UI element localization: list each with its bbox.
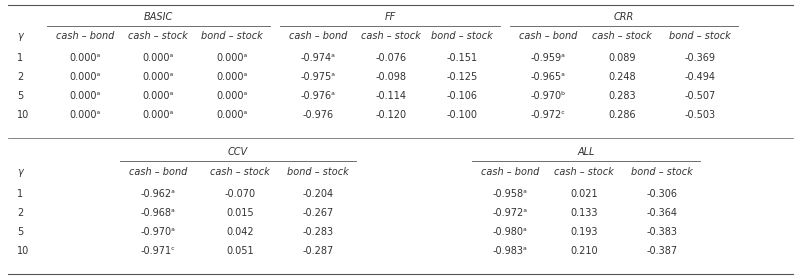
Text: cash – stock: cash – stock [592,31,652,41]
Text: cash – stock: cash – stock [554,167,614,177]
Text: -0.364: -0.364 [646,208,678,218]
Text: -0.306: -0.306 [646,189,678,199]
Text: 0.133: 0.133 [570,208,598,218]
Text: 0.089: 0.089 [608,53,636,63]
Text: -0.204: -0.204 [303,189,333,199]
Text: -0.070: -0.070 [224,189,256,199]
Text: -0.369: -0.369 [685,53,715,63]
Text: -0.975ᵃ: -0.975ᵃ [300,72,336,82]
Text: 0.051: 0.051 [226,246,254,256]
Text: 0.000ᵃ: 0.000ᵃ [216,72,248,82]
Text: -0.968ᵃ: -0.968ᵃ [141,208,175,218]
Text: cash – bond: cash – bond [129,167,187,177]
Text: -0.507: -0.507 [684,91,715,101]
Text: -0.106: -0.106 [446,91,477,101]
Text: 0.000ᵃ: 0.000ᵃ [216,110,248,120]
Text: 0.210: 0.210 [570,246,598,256]
Text: -0.125: -0.125 [446,72,477,82]
Text: -0.287: -0.287 [302,246,334,256]
Text: -0.267: -0.267 [302,208,334,218]
Text: 0.000ᵃ: 0.000ᵃ [70,110,101,120]
Text: cash – bond: cash – bond [56,31,115,41]
Text: -0.120: -0.120 [376,110,407,120]
Text: 0.000ᵃ: 0.000ᵃ [143,110,174,120]
Text: CRR: CRR [614,12,634,22]
Text: 2: 2 [17,208,23,218]
Text: bond – stock: bond – stock [631,167,693,177]
Text: 5: 5 [17,91,23,101]
Text: 10: 10 [17,246,30,256]
Text: -0.971ᶜ: -0.971ᶜ [141,246,175,256]
Text: cash – bond: cash – bond [519,31,578,41]
Text: 0.042: 0.042 [226,227,254,237]
Text: 1: 1 [17,53,23,63]
Text: -0.100: -0.100 [446,110,477,120]
Text: 0.283: 0.283 [608,91,636,101]
Text: 0.021: 0.021 [570,189,598,199]
Text: γ: γ [17,31,22,41]
Text: 0.015: 0.015 [226,208,254,218]
Text: CCV: CCV [228,147,248,157]
Text: ALL: ALL [578,147,594,157]
Text: -0.098: -0.098 [376,72,406,82]
Text: 0.286: 0.286 [608,110,636,120]
Text: bond – stock: bond – stock [201,31,263,41]
Text: 0.000ᵃ: 0.000ᵃ [143,91,174,101]
Text: cash – stock: cash – stock [210,167,270,177]
Text: -0.494: -0.494 [685,72,715,82]
Text: -0.076: -0.076 [376,53,407,63]
Text: -0.980ᵃ: -0.980ᵃ [493,227,527,237]
Text: BASIC: BASIC [144,12,173,22]
Text: 0.000ᵃ: 0.000ᵃ [70,91,101,101]
Text: 0.000ᵃ: 0.000ᵃ [216,91,248,101]
Text: -0.383: -0.383 [646,227,678,237]
Text: -0.972ᶜ: -0.972ᶜ [530,110,566,120]
Text: -0.972ᵃ: -0.972ᵃ [493,208,528,218]
Text: bond – stock: bond – stock [287,167,349,177]
Text: -0.503: -0.503 [684,110,715,120]
Text: -0.970ᵃ: -0.970ᵃ [140,227,175,237]
Text: -0.983ᵃ: -0.983ᵃ [493,246,527,256]
Text: -0.151: -0.151 [446,53,477,63]
Text: 0.248: 0.248 [608,72,636,82]
Text: 0.000ᵃ: 0.000ᵃ [70,53,101,63]
Text: 0.000ᵃ: 0.000ᵃ [143,72,174,82]
Text: -0.974ᵃ: -0.974ᵃ [300,53,336,63]
Text: -0.959ᵃ: -0.959ᵃ [530,53,566,63]
Text: bond – stock: bond – stock [431,31,493,41]
Text: -0.114: -0.114 [376,91,406,101]
Text: 1: 1 [17,189,23,199]
Text: -0.970ᵇ: -0.970ᵇ [530,91,566,101]
Text: 0.000ᵃ: 0.000ᵃ [216,53,248,63]
Text: 5: 5 [17,227,23,237]
Text: -0.387: -0.387 [646,246,678,256]
Text: 2: 2 [17,72,23,82]
Text: γ: γ [17,167,22,177]
Text: -0.976ᵃ: -0.976ᵃ [300,91,336,101]
Text: -0.958ᵃ: -0.958ᵃ [493,189,527,199]
Text: -0.962ᵃ: -0.962ᵃ [140,189,175,199]
Text: 0.193: 0.193 [570,227,598,237]
Text: FF: FF [384,12,396,22]
Text: 0.000ᵃ: 0.000ᵃ [70,72,101,82]
Text: cash – stock: cash – stock [128,31,188,41]
Text: -0.976: -0.976 [303,110,333,120]
Text: 10: 10 [17,110,30,120]
Text: -0.965ᵃ: -0.965ᵃ [530,72,566,82]
Text: cash – bond: cash – bond [289,31,347,41]
Text: -0.283: -0.283 [303,227,333,237]
Text: cash – stock: cash – stock [361,31,421,41]
Text: bond – stock: bond – stock [669,31,731,41]
Text: 0.000ᵃ: 0.000ᵃ [143,53,174,63]
Text: cash – bond: cash – bond [481,167,539,177]
